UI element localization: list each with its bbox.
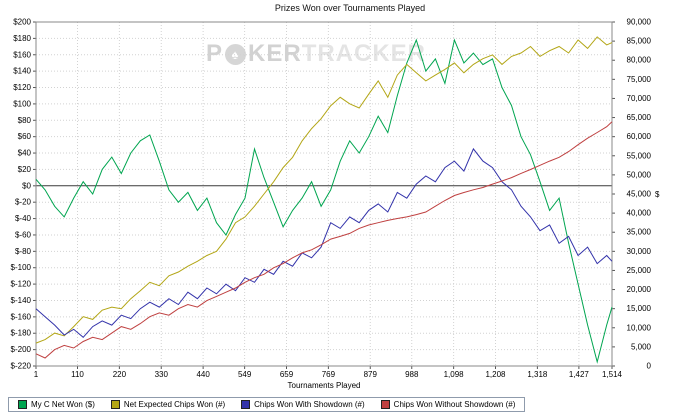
legend-item-net-won: My C Net Won ($): [18, 400, 95, 409]
y-left-tick-label: $140: [13, 67, 31, 76]
y-left-tick-label: $60: [18, 132, 32, 141]
y-left-tick-label: $-100: [11, 263, 32, 272]
watermark-text-ker: KER: [248, 40, 302, 67]
y-right-tick-label: 70,000: [627, 94, 652, 103]
y-right-tick-label: 75,000: [627, 75, 652, 84]
y-right-tick-label: 20,000: [627, 285, 652, 294]
chart-legend: My C Net Won ($) Net Expected Chips Won …: [8, 397, 526, 412]
y-right-tick-label: 0: [647, 362, 652, 371]
y-right-tick-label: 10,000: [627, 323, 652, 332]
legend-label: My C Net Won ($): [31, 400, 95, 409]
series-line-3: [35, 121, 613, 359]
right-axis-unit-label: $: [655, 190, 660, 199]
x-tick-label: 1,514: [602, 370, 623, 379]
y-left-tick-label: $-220: [11, 362, 32, 371]
legend-color-swatch: [380, 400, 390, 409]
x-tick-label: 1,098: [444, 370, 465, 379]
y-right-tick-label: 60,000: [627, 132, 652, 141]
x-tick-label: 110: [71, 370, 84, 379]
legend-label: Chips Won Without Showdown (#): [393, 400, 516, 409]
x-tick-label: 988: [405, 370, 419, 379]
watermark-text-tracker: TRACKER: [301, 40, 427, 67]
y-left-tick-label: $120: [13, 83, 31, 92]
legend-item-net-expected-chips: Net Expected Chips Won (#): [110, 400, 226, 409]
y-right-tick-label: 55,000: [627, 151, 652, 160]
y-right-tick-label: 35,000: [627, 228, 652, 237]
y-left-tick-label: $-140: [11, 296, 32, 305]
y-right-tick-label: 80,000: [627, 56, 652, 65]
y-right-tick-label: 45,000: [627, 190, 652, 199]
legend-label: Chips Won With Showdown (#): [254, 400, 365, 409]
y-left-tick-label: $-180: [11, 329, 32, 338]
y-left-tick-label: $180: [13, 34, 31, 43]
x-tick-label: 1,427: [569, 370, 590, 379]
y-left-tick-label: $-200: [11, 345, 32, 354]
y-left-tick-label: $-80: [15, 247, 32, 256]
x-tick-label: 440: [196, 370, 210, 379]
x-tick-label: 879: [364, 370, 378, 379]
series-line-0: [35, 38, 613, 364]
legend-color-swatch: [110, 400, 120, 409]
y-right-tick-label: 65,000: [627, 113, 652, 122]
legend-item-chips-without-showdown: Chips Won Without Showdown (#): [380, 400, 516, 409]
legend-label: Net Expected Chips Won (#): [123, 400, 226, 409]
y-right-tick-label: 85,000: [627, 37, 652, 46]
x-tick-label: 220: [113, 370, 127, 379]
y-right-tick-label: 90,000: [627, 18, 652, 27]
y-left-tick-label: $-20: [15, 198, 32, 207]
y-left-tick-label: $40: [18, 149, 32, 158]
y-left-tick-label: $0: [22, 181, 31, 190]
y-left-tick-label: $200: [13, 18, 31, 27]
x-tick-label: 1: [34, 370, 39, 379]
x-tick-label: 1,318: [527, 370, 548, 379]
y-left-tick-label: $80: [18, 116, 32, 125]
watermark-text-p: P: [206, 40, 224, 67]
y-left-tick-label: $160: [13, 50, 31, 59]
y-left-tick-label: $100: [13, 99, 31, 108]
y-right-tick-label: 50,000: [627, 170, 652, 179]
spade-logo-icon: ♠: [225, 43, 247, 65]
legend-item-chips-with-showdown: Chips Won With Showdown (#): [241, 400, 365, 409]
x-tick-label: 330: [155, 370, 169, 379]
y-left-tick-label: $-120: [11, 280, 32, 289]
series-line-2: [35, 147, 613, 338]
x-axis-title: Tournaments Played: [288, 381, 361, 390]
y-left-tick-label: $20: [18, 165, 32, 174]
plot-border: [35, 21, 613, 367]
y-left-tick-label: $-60: [15, 230, 32, 239]
y-right-tick-label: 40,000: [627, 209, 652, 218]
y-left-tick-label: $-160: [11, 312, 32, 321]
x-tick-label: 549: [238, 370, 252, 379]
y-right-tick-label: 25,000: [627, 266, 652, 275]
y-right-tick-label: 15,000: [627, 304, 652, 313]
x-tick-label: 659: [280, 370, 294, 379]
y-left-tick-label: $-40: [15, 214, 32, 223]
x-tick-label: 1,208: [485, 370, 506, 379]
chart-plot-area: 1 110 220 330 440 549 659 769 879 988 1,098 1,208 1,…: [11, 18, 660, 391]
y-right-tick-label: 5,000: [631, 342, 652, 351]
chart-title: Prizes Won over Tournaments Played: [274, 3, 426, 13]
pokertracker-watermark: P ♠ KER TRACKER: [206, 40, 426, 68]
y-right-tick-label: 30,000: [627, 247, 652, 256]
series-line-1: [35, 36, 613, 344]
legend-color-swatch: [241, 400, 251, 409]
x-tick-label: 769: [322, 370, 336, 379]
legend-color-swatch: [18, 400, 27, 409]
